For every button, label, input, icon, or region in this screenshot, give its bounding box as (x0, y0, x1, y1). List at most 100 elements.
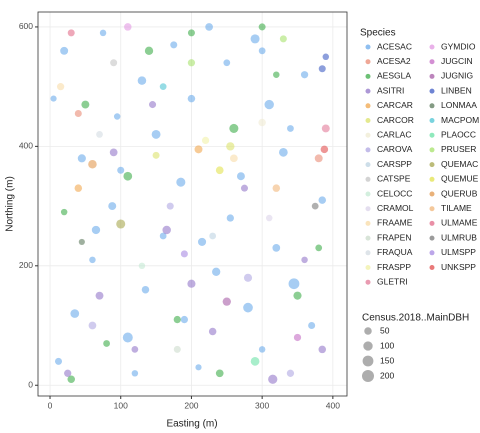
point (138, 262, 146, 270)
legend-label: ULMRUB (441, 232, 477, 242)
point (258, 346, 266, 353)
point (131, 370, 139, 377)
y-axis-label: Northing (m) (5, 176, 16, 232)
x-axis-label: Easting (m) (166, 419, 217, 430)
point (180, 315, 189, 324)
legend-swatch (365, 118, 371, 123)
point (67, 29, 75, 37)
point (50, 95, 57, 102)
size-legend-swatch (363, 341, 373, 351)
point (258, 118, 266, 127)
legend-swatch (429, 176, 435, 182)
point (314, 154, 323, 163)
point (74, 110, 82, 118)
x-tick-label: 0 (48, 400, 53, 410)
point (195, 364, 202, 371)
point (293, 291, 302, 300)
legend-label: ACESAC (377, 41, 412, 51)
legend-label: PRUSER (441, 144, 476, 154)
legend-label: CARCAR (377, 100, 413, 110)
x-tick-label: 300 (255, 400, 269, 410)
legend-label: LINBEN (441, 85, 472, 95)
point (187, 29, 195, 37)
point (272, 184, 281, 192)
legend-swatch (365, 59, 371, 65)
point (162, 225, 171, 235)
point (64, 369, 72, 377)
point (288, 278, 300, 290)
legend-swatch (365, 220, 371, 226)
legend-swatch (429, 88, 435, 94)
point (240, 184, 248, 192)
y-tick-label: 400 (19, 141, 33, 151)
legend-swatch (429, 250, 435, 256)
legend-label: QUERUB (441, 188, 478, 198)
point (123, 171, 133, 181)
point (243, 273, 253, 282)
legend-label: GYMDIO (441, 41, 476, 51)
point (318, 345, 327, 354)
point (108, 202, 117, 211)
legend-swatch (429, 73, 435, 79)
point (77, 154, 86, 163)
point (113, 113, 121, 120)
size-legend-swatch (364, 327, 372, 335)
point (159, 83, 167, 91)
panel-border (37, 11, 348, 397)
point (265, 214, 273, 222)
legend-label: FRAQUA (377, 247, 413, 257)
size-legend-label: 100 (380, 340, 394, 350)
point (95, 291, 104, 300)
point (208, 327, 217, 336)
size-legend-label: 50 (380, 325, 390, 335)
point (197, 237, 207, 246)
point (131, 346, 139, 353)
legend-label: CRAMOL (377, 203, 414, 213)
point (279, 35, 287, 43)
y-tick-label: 600 (19, 21, 33, 31)
legend-swatch (429, 103, 435, 109)
point (60, 208, 68, 216)
x-tick-label: 200 (184, 400, 198, 410)
legend-swatch (365, 279, 371, 285)
point (201, 136, 210, 145)
point (170, 41, 178, 49)
point (229, 123, 239, 133)
legend-label: AESGLA (377, 71, 411, 81)
point (293, 333, 302, 342)
point (67, 375, 75, 384)
point (78, 238, 85, 246)
point (279, 147, 288, 157)
legend-label: FRAAME (377, 218, 413, 228)
point (311, 202, 319, 210)
point (215, 166, 224, 175)
point (187, 279, 196, 288)
legend-swatch (365, 206, 371, 212)
point (300, 71, 309, 79)
point (250, 34, 260, 44)
x-tick-label: 100 (114, 400, 128, 410)
points (50, 23, 330, 384)
point (141, 285, 150, 294)
point (173, 345, 181, 353)
point (318, 196, 327, 204)
point (99, 29, 107, 37)
point (137, 76, 147, 85)
legend-label: FRASPP (377, 262, 411, 272)
legend-swatch (365, 191, 371, 197)
point (54, 357, 63, 365)
size-legend-label: 150 (380, 355, 394, 365)
legend-label: QUEMUE (441, 174, 479, 184)
legend-label: CELOCC (377, 188, 412, 198)
grid (38, 12, 347, 396)
point (222, 297, 231, 306)
point (60, 46, 69, 55)
point (187, 94, 196, 103)
legend-label: MACPOM (441, 115, 479, 125)
legend-label: PLAOCC (441, 129, 476, 139)
legend-swatch (365, 88, 371, 94)
size-legend-swatch (362, 370, 374, 382)
point (144, 46, 154, 55)
size-legend-label: 200 (380, 370, 394, 380)
legend-swatch (365, 147, 371, 153)
